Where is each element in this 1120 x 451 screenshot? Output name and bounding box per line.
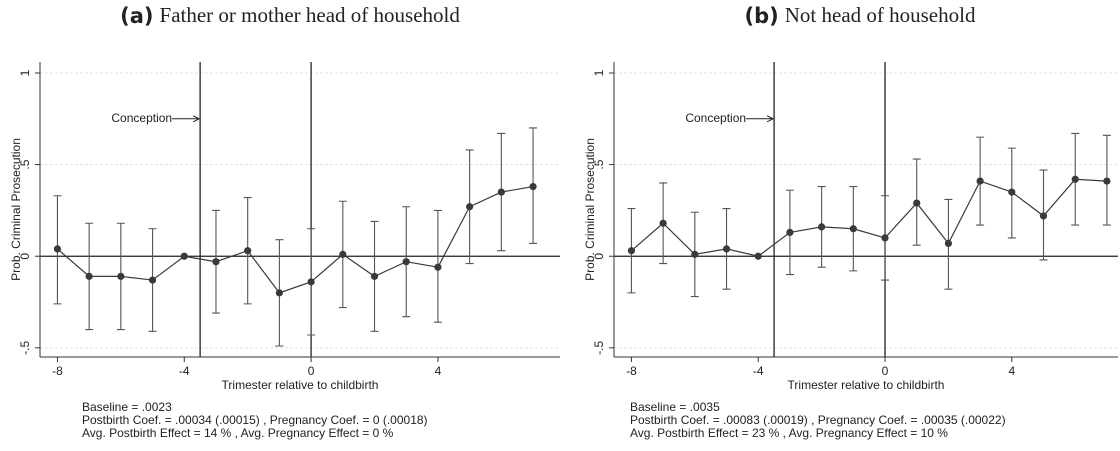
data-point	[275, 289, 283, 297]
note: Avg. Postbirth Effect = 14 % , Avg. Preg…	[82, 426, 394, 440]
panel-label: (b)	[745, 4, 779, 28]
panel-title-text: Not head of household	[785, 3, 976, 27]
data-point	[434, 263, 442, 271]
annotation: Conception	[685, 111, 746, 125]
y-axis-label: Prob. Criminal Prosecution	[583, 138, 597, 281]
data-point	[627, 247, 636, 255]
y-tick-label: 0	[592, 253, 606, 260]
data-point	[881, 234, 889, 242]
data-point	[691, 250, 699, 258]
data-point	[339, 250, 347, 258]
note: Baseline = .0035	[630, 400, 720, 414]
data-point	[180, 252, 188, 260]
y-tick-label: -.5	[18, 341, 32, 355]
y-tick-label: -.5	[592, 341, 606, 355]
annotation: Conception	[111, 111, 172, 125]
data-point	[818, 223, 826, 231]
data-point	[466, 203, 474, 211]
y-tick-label: 1	[18, 69, 32, 76]
panel-label: (a)	[120, 4, 153, 28]
x-tick-label: -4	[179, 364, 190, 378]
data-line	[57, 186, 534, 294]
data-point	[944, 239, 953, 247]
note: Postbirth Coef. = .00034 (.00015) , Preg…	[82, 413, 428, 427]
data-point	[402, 258, 410, 266]
data-point	[659, 219, 667, 227]
panel-title: (b) Not head of household	[745, 3, 976, 28]
data-line	[631, 178, 1107, 257]
data-point	[497, 188, 505, 196]
data-point	[85, 272, 93, 280]
y-axis-label: Prob. Criminal Prosecution	[9, 138, 23, 281]
panel-title-text: Father or mother head of household	[160, 3, 461, 27]
x-tick-label: -8	[626, 364, 637, 378]
data-point	[148, 276, 157, 284]
y-tick-label: 1	[592, 69, 606, 76]
data-point	[786, 228, 794, 237]
data-point	[849, 225, 857, 233]
x-axis-label: Trimester relative to childbirth	[788, 378, 945, 392]
data-point	[244, 247, 252, 255]
data-point	[53, 245, 62, 253]
x-tick-label: 4	[435, 364, 442, 378]
data-point	[1071, 175, 1079, 183]
x-tick-label: 0	[308, 364, 315, 378]
data-point	[1103, 177, 1111, 185]
data-point	[722, 245, 731, 253]
data-point	[529, 182, 537, 191]
x-tick-label: 0	[882, 364, 889, 378]
y-tick-label: 0	[18, 253, 32, 260]
note: Baseline = .0023	[82, 400, 172, 414]
data-point	[117, 272, 125, 280]
note: Postbirth Coef. = .00083 (.00019) , Preg…	[630, 413, 1006, 427]
x-tick-label: -4	[753, 364, 764, 378]
data-point	[1039, 212, 1048, 220]
x-tick-label: 4	[1008, 364, 1015, 378]
annotation-arrow	[172, 115, 201, 123]
data-point	[1008, 188, 1016, 196]
panel: (a) Father or mother head of household -.5…	[9, 3, 560, 440]
note: Avg. Postbirth Effect = 23 % , Avg. Preg…	[630, 426, 948, 440]
panel: (b) Not head of household -.5 0 .5 1 -8 -4 0 4 Con…	[583, 3, 1118, 440]
data-point	[370, 272, 379, 280]
data-point	[754, 252, 762, 260]
y-tick-label: .5	[592, 159, 606, 169]
panel-title: (a) Father or mother head of household	[120, 3, 460, 28]
data-point	[913, 199, 921, 207]
annotation-arrow	[746, 115, 775, 123]
data-point	[307, 278, 315, 286]
x-tick-label: -8	[52, 364, 63, 378]
y-tick-label: .5	[18, 159, 32, 169]
data-point	[976, 177, 984, 185]
x-axis-label: Trimester relative to childbirth	[222, 378, 379, 392]
data-point	[212, 258, 220, 266]
